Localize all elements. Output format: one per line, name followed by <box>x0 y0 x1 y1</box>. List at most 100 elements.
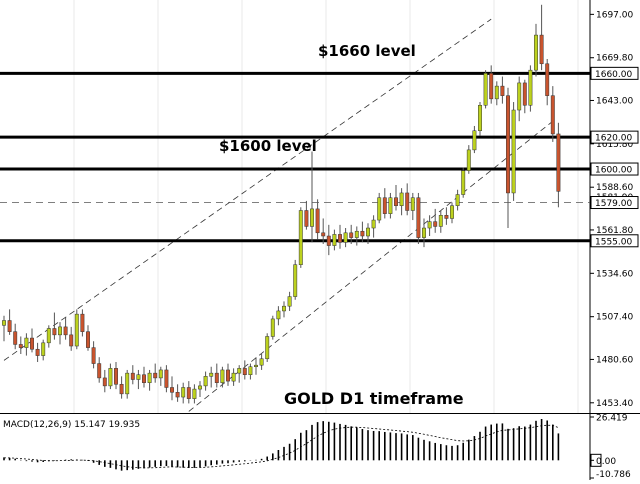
bullish-candle-body <box>371 219 376 229</box>
candle <box>203 371 208 391</box>
bullish-candle-body <box>265 336 270 360</box>
candle <box>422 218 426 248</box>
candle <box>315 199 320 240</box>
candles <box>2 4 561 404</box>
bullish-candle-body <box>254 364 258 368</box>
candle <box>175 384 180 402</box>
candle <box>511 102 516 201</box>
bullish-candle-body <box>388 197 393 214</box>
candle <box>142 366 146 388</box>
candle <box>416 192 421 244</box>
bullish-candle-body <box>399 192 404 206</box>
candle <box>500 76 505 104</box>
support-resistance-levels <box>0 71 590 243</box>
candle <box>489 65 494 104</box>
candle <box>276 306 281 326</box>
candle <box>35 342 40 362</box>
bullish-candle-body <box>528 69 533 106</box>
candle <box>242 360 247 380</box>
price-tick-label: 1561.80 <box>596 226 633 236</box>
candle <box>97 357 102 383</box>
candle <box>125 369 130 399</box>
candle <box>102 369 107 393</box>
bullish-candle-body <box>310 208 314 227</box>
bearish-candle-body <box>226 369 230 382</box>
candle <box>46 325 51 348</box>
candle <box>186 381 191 404</box>
bearish-candle-body <box>186 387 191 399</box>
bullish-candle-body <box>248 366 253 375</box>
bullish-candle-body <box>517 82 522 111</box>
bearish-candle-body <box>91 347 96 364</box>
candle <box>326 224 331 256</box>
candle <box>119 376 124 399</box>
candle <box>298 207 303 268</box>
bullish-candle-body <box>422 227 426 238</box>
bearish-candle-body <box>80 313 85 332</box>
level-label: 1600.00 <box>595 166 632 176</box>
candle <box>214 363 219 388</box>
bullish-candle-body <box>455 194 460 206</box>
candle <box>209 366 214 388</box>
candle <box>136 369 141 390</box>
bearish-candle-body <box>321 232 326 237</box>
bearish-candle-body <box>242 368 247 375</box>
bearish-candle-body <box>394 197 398 206</box>
bearish-candle-body <box>489 73 494 100</box>
candle <box>231 368 236 386</box>
bullish-candle-body <box>203 376 208 387</box>
level-1600-annotation: $1600 level <box>219 137 317 155</box>
candle <box>192 384 197 404</box>
candle <box>433 208 438 233</box>
candle <box>259 354 264 370</box>
bullish-candle-body <box>343 232 348 243</box>
candle <box>114 361 118 390</box>
candle <box>366 223 370 244</box>
bullish-candle-body <box>472 130 477 151</box>
candle <box>158 366 163 386</box>
candle <box>506 87 510 229</box>
bearish-candle-body <box>86 331 90 348</box>
candle <box>534 23 538 77</box>
candle <box>304 200 309 230</box>
candle <box>18 336 23 354</box>
bearish-candle-body <box>214 372 219 383</box>
candle <box>539 4 544 71</box>
candle <box>2 315 6 342</box>
candle <box>556 122 561 208</box>
bullish-candle-body <box>2 320 6 326</box>
price-tick-label: 1507.40 <box>596 313 633 323</box>
price-tick-label: 1453.40 <box>596 399 633 409</box>
current-price-box <box>590 196 639 210</box>
bullish-candle-body <box>298 210 303 265</box>
bearish-candle-body <box>142 374 146 383</box>
candle <box>360 221 365 243</box>
bullish-candle-body <box>147 372 152 383</box>
bearish-candle-body <box>338 234 342 243</box>
bearish-candle-body <box>550 95 555 135</box>
bullish-candle-body <box>293 264 298 297</box>
candle <box>220 366 225 388</box>
bearish-candle-body <box>97 363 102 379</box>
bearish-candle-body <box>52 328 57 336</box>
bearish-candle-body <box>63 326 68 336</box>
price-tick-label: 1480.60 <box>596 355 633 365</box>
candle <box>472 125 477 154</box>
level-1660-annotation: $1660 level <box>318 42 416 60</box>
candle <box>147 369 152 391</box>
candle <box>399 188 404 216</box>
candle <box>545 59 550 106</box>
candle <box>377 192 382 224</box>
bullish-candle-body <box>461 170 466 195</box>
candle <box>69 326 74 351</box>
macd-tick-label: -10.786 <box>596 470 631 480</box>
candle <box>287 291 292 311</box>
bearish-candle-body <box>360 230 365 237</box>
candle <box>371 215 376 238</box>
candle <box>181 382 186 404</box>
candle <box>270 315 275 340</box>
bearish-candle-body <box>326 235 331 246</box>
level-label-box <box>590 162 639 176</box>
candle <box>349 224 354 244</box>
